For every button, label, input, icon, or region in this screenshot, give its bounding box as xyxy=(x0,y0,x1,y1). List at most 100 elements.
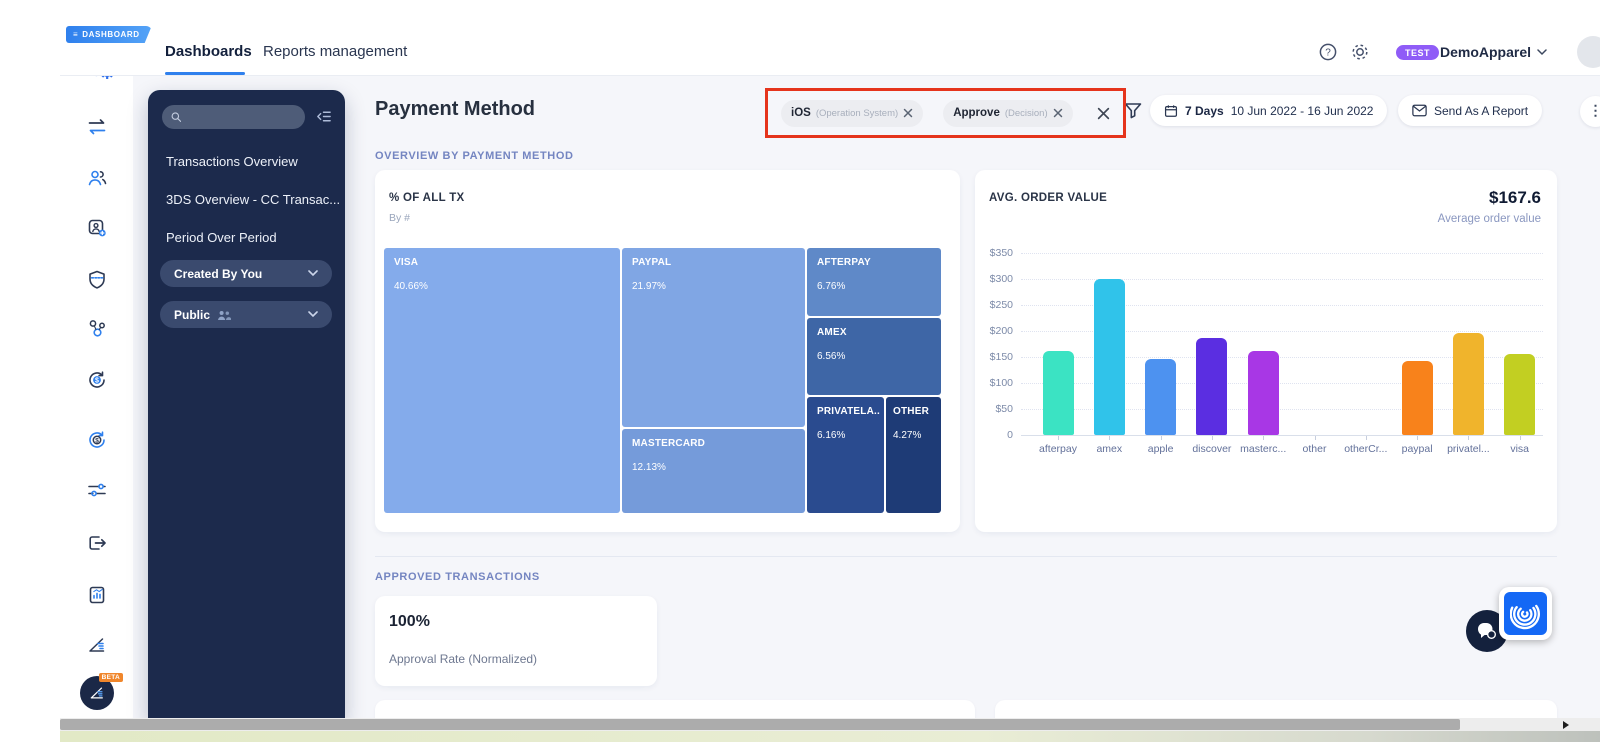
x-axis-tick xyxy=(1314,436,1316,440)
reports-icon[interactable] xyxy=(86,584,108,606)
treemap-cell[interactable]: OTHER 4.27% xyxy=(886,397,941,513)
export-icon[interactable] xyxy=(86,532,108,554)
chat-bubbles-icon xyxy=(1478,623,1496,639)
dashboards-nav-panel: Transactions Overview 3DS Overview - CC T… xyxy=(148,90,345,718)
tab-reports-management[interactable]: Reports management xyxy=(263,43,408,60)
payments-shield-icon[interactable] xyxy=(86,269,108,291)
x-axis-category-label: afterpay xyxy=(1039,443,1077,455)
gridline xyxy=(1021,305,1543,306)
bar-paypal[interactable] xyxy=(1401,361,1433,435)
beta-badge: BETA xyxy=(98,673,123,682)
treemap-cell[interactable]: PRIVATELA.. 6.16% xyxy=(807,397,884,513)
section-approved-label: APPROVED TRANSACTIONS xyxy=(375,571,540,583)
scrollbar-right-arrow[interactable] xyxy=(1563,721,1569,729)
bar-masterc...[interactable] xyxy=(1247,351,1279,435)
gear-icon[interactable] xyxy=(1350,42,1370,62)
payment-method-treemap: VISA 40.66% PAYPAL 21.97% MASTERCARD 12.13… xyxy=(384,248,941,513)
treemap-cell-name: VISA xyxy=(394,257,419,268)
treemap-cell-name: PRIVATELA.. xyxy=(817,406,880,417)
beta-analytics-icon[interactable]: BETA xyxy=(80,673,123,710)
collapse-panel-icon[interactable] xyxy=(315,108,332,125)
created-by-you-label: Created By You xyxy=(174,266,263,281)
filter-chip-value: Approve xyxy=(953,107,1000,119)
treemap-card: % OF ALL TX By # VISA 40.66% PAYPAL 21.97… xyxy=(375,170,960,532)
bar-afterpay[interactable] xyxy=(1042,351,1074,435)
network-icon[interactable] xyxy=(86,317,108,339)
bar-apple[interactable] xyxy=(1145,359,1177,435)
treemap-cell-value: 4.27% xyxy=(893,430,922,441)
x-axis-category-label: masterc... xyxy=(1240,443,1287,455)
svg-text:$: $ xyxy=(95,378,99,385)
envelope-icon xyxy=(1412,104,1427,117)
x-axis-category-label: apple xyxy=(1147,443,1174,455)
dashboard-ribbon: ≡ DASHBOARD xyxy=(66,26,152,43)
annotation-highlight-box: iOS (Operation System) Approve (Decision… xyxy=(765,88,1126,138)
nav-panel-item[interactable]: Transactions Overview xyxy=(166,154,298,169)
y-axis-tick-label: $350 xyxy=(989,247,1013,259)
filter-chip[interactable]: iOS (Operation System) xyxy=(781,99,924,127)
avg-order-value-kpi: $167.6 xyxy=(1489,188,1541,207)
x-axis-category-label: amex xyxy=(1096,443,1123,455)
bar-visa[interactable] xyxy=(1504,354,1536,435)
remove-filter-icon[interactable] xyxy=(903,108,913,118)
treemap-cell-value: 40.66% xyxy=(394,281,428,292)
approval-rate-card: 100% Approval Rate (Normalized) xyxy=(375,596,657,686)
tab-dashboards[interactable]: Dashboards xyxy=(165,43,252,60)
calendar-icon xyxy=(1164,104,1178,117)
section-divider xyxy=(375,556,1557,557)
treemap-cell[interactable]: PAYPAL 21.97% xyxy=(622,248,805,427)
treemap-cell-name: OTHER xyxy=(893,406,929,417)
kebab-menu-icon[interactable]: ⋮ xyxy=(1580,96,1600,127)
analytics-funnel-icon[interactable] xyxy=(86,634,108,656)
treemap-cell-value: 12.13% xyxy=(632,462,666,473)
treemap-cell-name: AMEX xyxy=(817,327,847,338)
treemap-cell[interactable]: AFTERPAY 6.76% xyxy=(807,248,941,316)
refunds-icon[interactable]: $ xyxy=(86,369,108,391)
public-dropdown[interactable]: Public xyxy=(160,301,332,328)
sliders-icon[interactable] xyxy=(86,479,108,501)
bar-amex[interactable] xyxy=(1093,279,1125,435)
treemap-subtitle: By # xyxy=(389,212,411,224)
clear-all-filters-icon[interactable] xyxy=(1097,107,1110,120)
nav-panel-item[interactable]: 3DS Overview - CC Transac... xyxy=(166,192,341,207)
help-icon[interactable]: ? xyxy=(1318,42,1338,62)
chargebacks-icon[interactable]: $ xyxy=(86,429,108,451)
x-axis-category-label: otherCr... xyxy=(1344,443,1388,455)
treemap-cell[interactable]: VISA 40.66% xyxy=(384,248,620,513)
filter-chip[interactable]: Approve (Decision) xyxy=(943,99,1073,127)
transfers-icon[interactable] xyxy=(86,116,108,138)
x-axis-tick xyxy=(1058,436,1059,440)
search-icon xyxy=(171,112,182,122)
y-axis-tick-label: $100 xyxy=(989,377,1013,389)
created-by-you-dropdown[interactable]: Created By You xyxy=(160,260,332,287)
nav-panel-item[interactable]: Period Over Period xyxy=(166,230,277,245)
top-bar: Dashboards Reports management ? TEST Dem… xyxy=(60,28,1600,76)
x-axis-category-label: other xyxy=(1302,443,1327,455)
customers-icon[interactable] xyxy=(86,167,108,189)
bar-discover[interactable] xyxy=(1196,338,1228,435)
bar-plot xyxy=(1021,253,1543,435)
bar-privatel...[interactable] xyxy=(1452,333,1484,435)
funnel-filter-icon[interactable] xyxy=(1122,100,1144,122)
avatar[interactable] xyxy=(1577,36,1600,68)
treemap-cell[interactable]: AMEX 6.56% xyxy=(807,318,941,395)
treemap-cell-name: PAYPAL xyxy=(632,257,672,268)
remove-filter-icon[interactable] xyxy=(1053,108,1063,118)
horizontal-scrollbar-thumb[interactable] xyxy=(60,719,1460,730)
active-tab-underline xyxy=(165,72,245,75)
treemap-cell-value: 6.56% xyxy=(817,351,846,362)
account-menu[interactable]: DemoApparel xyxy=(1440,28,1547,76)
treemap-cell-name: MASTERCARD xyxy=(632,438,706,449)
x-axis-tick xyxy=(1365,436,1367,440)
date-range-picker[interactable]: 7 Days 10 Jun 2022 - 16 Jun 2022 xyxy=(1150,95,1388,126)
fingerprint-widget[interactable] xyxy=(1499,587,1552,640)
treemap-cell[interactable]: MASTERCARD 12.13% xyxy=(622,429,805,513)
send-as-report-button[interactable]: Send As A Report xyxy=(1398,95,1543,126)
search-input[interactable] xyxy=(187,111,296,123)
bar-chart-card: AVG. ORDER VALUE $167.6 Average order va… xyxy=(975,170,1557,532)
avg-order-value-kpi-label: Average order value xyxy=(1437,213,1541,225)
chevron-down-icon xyxy=(308,311,318,318)
svg-text:?: ? xyxy=(1325,48,1331,59)
policy-user-icon[interactable] xyxy=(86,217,108,239)
dashboard-search[interactable] xyxy=(162,105,305,129)
